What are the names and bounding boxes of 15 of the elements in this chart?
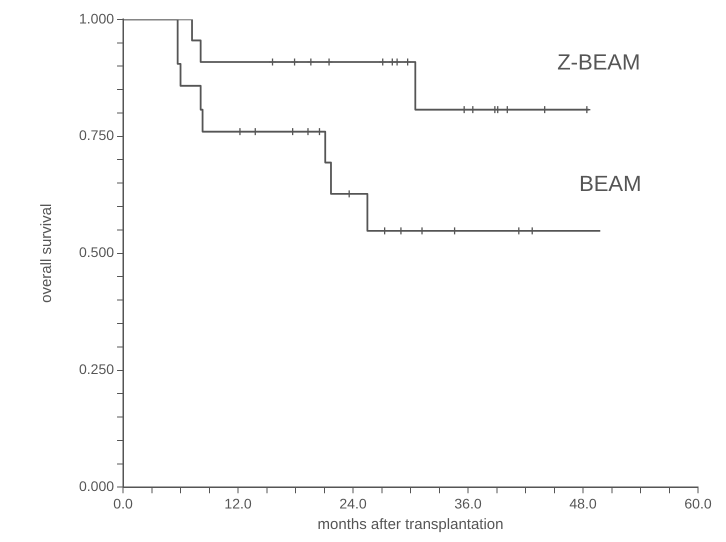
x-tick-label: 12.0: [224, 495, 252, 512]
x-tick-label: 0.0: [113, 495, 133, 512]
x-tick-label: 36.0: [454, 495, 482, 512]
series-label: BEAM: [579, 170, 642, 196]
x-tick-label: 24.0: [339, 495, 367, 512]
y-axis-title: overall survival: [38, 204, 56, 303]
y-tick-label: 0.000: [78, 478, 114, 494]
y-tick-label: 0.250: [78, 361, 114, 378]
series-label: Z-BEAM: [557, 50, 640, 75]
x-tick-label: 60.0: [684, 495, 712, 512]
y-tick-label: 0.750: [78, 127, 114, 144]
x-axis-title: months after transplantation: [318, 516, 504, 534]
y-tick-label: 1.000: [78, 10, 114, 26]
y-tick-label: 0.500: [78, 244, 114, 260]
x-tick-label: 48.0: [569, 495, 597, 512]
